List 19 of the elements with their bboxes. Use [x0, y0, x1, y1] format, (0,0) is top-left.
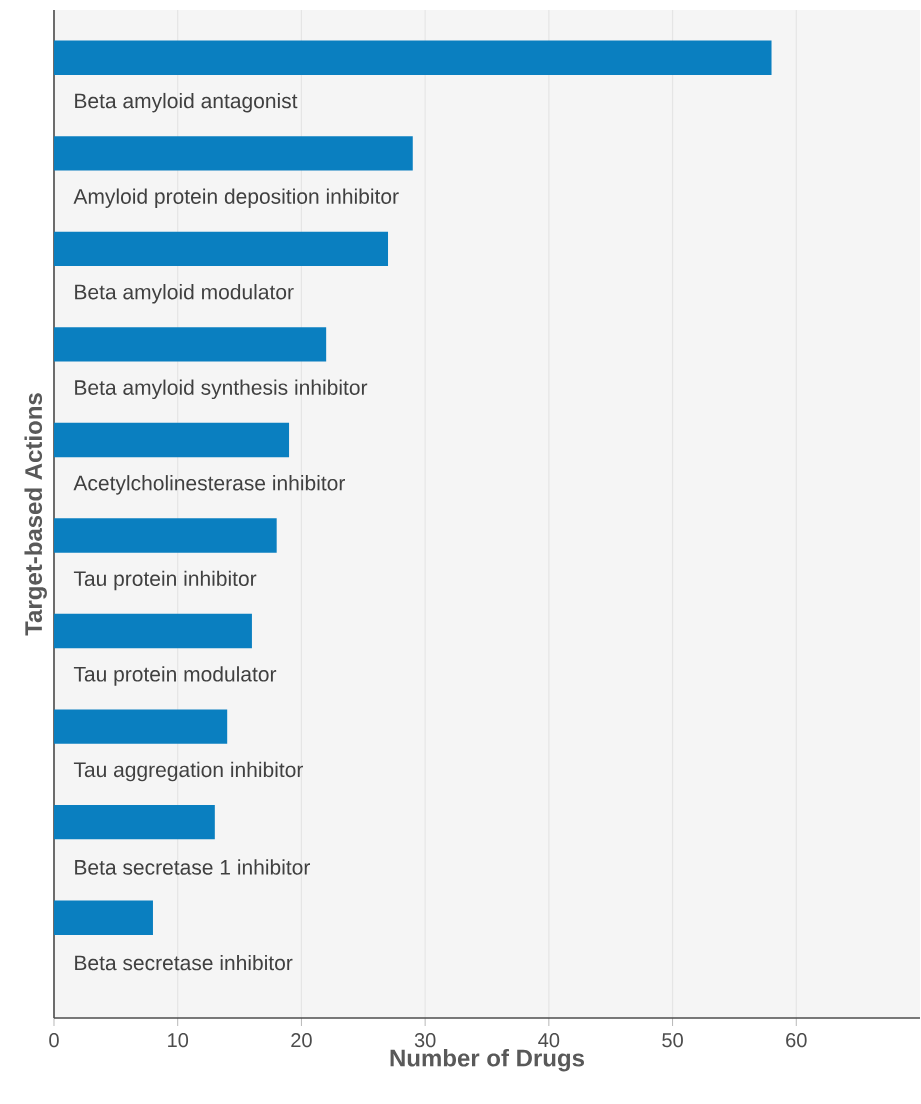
x-tick-label: 10	[168, 1033, 189, 1048]
x-tick-label: 30	[414, 1033, 436, 1048]
x-tick-label: 0	[49, 1033, 59, 1048]
y-tick-label: Beta amyloid antagonist	[75, 92, 298, 113]
y-tick-label: Tau aggregation inhibitor	[74, 761, 304, 782]
x-tick-label: 50	[662, 1033, 684, 1048]
y-tick-label: Amyloid protein deposition inhibitor	[73, 188, 399, 209]
y-axis-title: Target-based Actions	[24, 393, 48, 636]
y-tick-label: Beta amyloid synthesis inhibitor	[75, 379, 368, 400]
y-tick-label: Tau protein modulator	[74, 666, 277, 686]
x-tick-label: 60	[786, 1033, 807, 1048]
x-axis-title: Number of Drugs	[390, 1048, 585, 1072]
y-tick-label: Beta amyloid modulator	[75, 283, 294, 304]
y-tick-label: Beta secretase inhibitor	[75, 954, 293, 971]
x-tick-label: 40	[538, 1033, 560, 1048]
x-tick-label: 20	[291, 1033, 312, 1048]
y-tick-label: Tau protein inhibitor	[74, 570, 257, 591]
y-tick-label: Acetylcholinesterase inhibitor	[73, 475, 346, 495]
y-tick-label: Beta secretase 1 inhibitor	[75, 859, 311, 875]
